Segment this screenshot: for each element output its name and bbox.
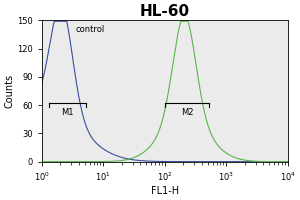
- Y-axis label: Counts: Counts: [4, 74, 14, 108]
- Text: control: control: [76, 25, 105, 34]
- X-axis label: FL1-H: FL1-H: [151, 186, 179, 196]
- Text: M1: M1: [61, 108, 74, 117]
- Title: HL-60: HL-60: [140, 4, 190, 19]
- Text: M2: M2: [181, 108, 193, 117]
